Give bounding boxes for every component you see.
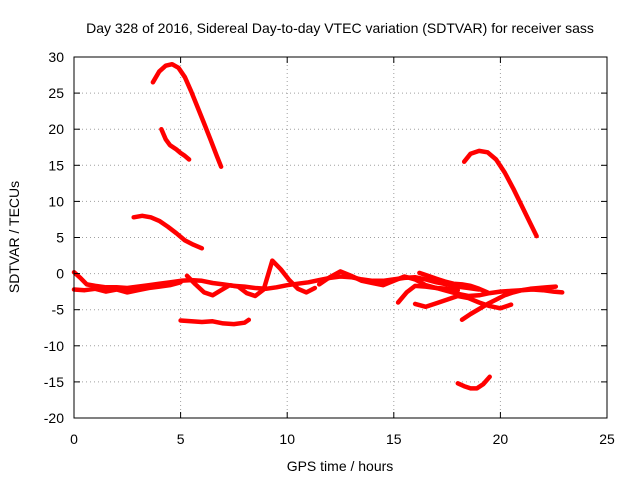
y-tick-label: -5 [52,302,65,318]
y-tick-label: -10 [44,338,64,354]
y-tick-label: 25 [48,85,64,101]
x-tick-label: 25 [599,431,615,447]
series-arc-14 [417,270,490,295]
series-arc-1 [150,61,224,169]
x-tick-label: 20 [493,431,509,447]
x-axis-label: GPS time / hours [287,458,394,474]
series-arc-4 [461,148,539,239]
y-tick-labels: -20 -15 -10 -5 0 5 10 15 20 25 30 [44,49,64,426]
series-arc-5 [178,317,252,327]
series-arc-3 [131,213,205,251]
x-tick-labels: 0 5 10 15 20 25 [70,431,615,447]
y-tick-label: 30 [48,49,64,65]
series-arc-9 [184,258,318,299]
x-tick-label: 5 [177,431,185,447]
chart-title: Day 328 of 2016, Sidereal Day-to-day VTE… [86,20,594,36]
y-axis-label: SDTVAR / TECUs [6,181,22,293]
y-tick-label: 10 [48,193,64,209]
series-arc-2 [159,126,192,162]
axis-ticks [73,56,608,419]
y-tick-label: -20 [44,410,64,426]
data-traces [71,61,565,391]
y-tick-label: -15 [44,374,64,390]
y-tick-label: 15 [48,157,64,173]
plot-frame [73,56,608,419]
y-tick-label: 5 [56,230,64,246]
x-tick-label: 10 [279,431,295,447]
series-arc-8 [71,280,183,295]
series-arc-13 [459,284,559,323]
x-tick-label: 15 [386,431,402,447]
x-tick-label: 0 [70,431,78,447]
series-arc-12 [412,293,514,311]
y-tick-label: 20 [48,121,64,137]
y-tick-label: 0 [56,266,64,282]
grid-lines [74,57,607,418]
series-arc-6 [455,374,492,391]
